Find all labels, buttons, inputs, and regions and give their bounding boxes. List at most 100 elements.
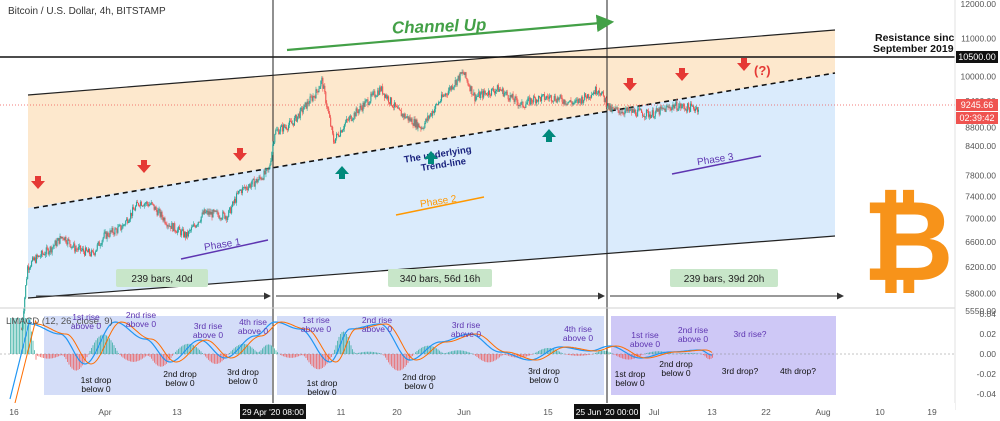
macd-histogram-bar: [649, 352, 650, 354]
candle-body: [158, 209, 160, 211]
candle-body: [451, 85, 453, 90]
candle-body: [52, 246, 54, 248]
macd-histogram-bar: [55, 354, 56, 358]
macd-histogram-bar: [305, 354, 307, 359]
candle-body: [530, 98, 532, 105]
candle-body: [86, 250, 89, 253]
down-arrow-icon: [675, 68, 689, 81]
candle-body: [637, 109, 639, 117]
macd-histogram-bar: [107, 336, 109, 354]
candle-body: [325, 91, 327, 103]
candle-body: [368, 103, 370, 106]
macd-histogram-bar: [599, 351, 601, 354]
candle-body: [408, 117, 410, 121]
macd-histogram-bar: [428, 345, 430, 354]
candle-body: [412, 124, 414, 126]
candle-body: [590, 97, 592, 99]
macd-histogram-bar: [400, 354, 401, 371]
candle-body: [154, 206, 156, 210]
macd-histogram-bar: [11, 318, 13, 354]
candle-body: [176, 232, 178, 234]
candle-body: [387, 96, 390, 103]
macd-histogram-bar: [76, 354, 77, 371]
macd-histogram-bar: [362, 352, 364, 354]
macd-histogram-bar: [121, 354, 122, 357]
macd-histogram-bar: [653, 351, 655, 354]
candle-body: [517, 102, 519, 106]
candle-body: [454, 80, 456, 86]
candle-body: [477, 95, 479, 97]
macd-histogram-bar: [304, 354, 305, 357]
macd-histogram-bar: [670, 353, 671, 354]
candle-body: [487, 94, 489, 96]
macd-histogram-bar: [299, 354, 301, 356]
macd-histogram-bar: [359, 352, 361, 354]
candle-body: [242, 187, 244, 188]
candle-body: [327, 106, 329, 109]
macd-histogram-bar: [44, 354, 46, 359]
candle-body: [642, 116, 645, 117]
macd-histogram-bar: [566, 354, 568, 355]
macd-histogram-bar: [358, 352, 359, 354]
macd-histogram-bar: [157, 354, 158, 366]
macd-histogram-bar: [95, 340, 97, 354]
candle-body: [398, 107, 400, 110]
time-tick-label: 19: [927, 407, 937, 417]
candle-body: [595, 86, 597, 94]
macd-histogram-bar: [226, 354, 227, 357]
candle-body: [168, 225, 170, 227]
macd-histogram-bar: [28, 318, 29, 354]
candle-body: [35, 255, 38, 263]
macd-histogram-bar: [535, 352, 536, 354]
macd-histogram-bar: [272, 346, 274, 354]
candle-body: [506, 91, 508, 96]
macd-histogram-bar: [584, 354, 586, 356]
macd-histogram-bar: [254, 350, 256, 354]
macd-histogram-bar: [344, 332, 346, 354]
candle-body: [440, 94, 443, 101]
candle-body: [112, 228, 114, 234]
candle-body: [550, 95, 552, 102]
macd-histogram-bar: [682, 353, 683, 354]
candle-body: [148, 204, 150, 207]
macd-annotation-rise1_p2: 1st rise above 0: [301, 315, 332, 334]
candle-body: [621, 111, 623, 114]
candle-body: [537, 99, 539, 102]
candle-body: [587, 94, 589, 99]
candle-body: [619, 112, 621, 114]
candle-body: [560, 95, 562, 98]
candle-body: [426, 118, 428, 121]
candle-body: [628, 107, 630, 112]
macd-histogram-bar: [377, 352, 379, 354]
candle-body: [559, 95, 561, 98]
macd-histogram-bar: [119, 354, 121, 356]
macd-histogram-bar: [148, 354, 149, 356]
candle-body: [608, 103, 610, 110]
candle-body: [225, 216, 227, 219]
macd-histogram-bar: [466, 351, 467, 354]
candle-body: [567, 101, 569, 105]
candle-body: [361, 107, 363, 111]
macd-histogram-bar: [389, 354, 391, 365]
macd-histogram-bar: [200, 351, 202, 354]
candle-body: [336, 133, 339, 135]
candle-body: [397, 107, 399, 109]
candle-body: [575, 100, 577, 102]
time-tick-label: 29 Apr '20 08:00: [242, 407, 304, 417]
macd-histogram-bar: [307, 354, 308, 361]
macd-annotation-rise1_p3: 1st rise above 0: [630, 330, 661, 349]
macd-histogram-bar: [392, 354, 394, 368]
macd-histogram-bar: [697, 353, 698, 354]
macd-histogram-bar: [259, 351, 260, 354]
macd-histogram-bar: [122, 354, 124, 358]
candle-body: [163, 217, 165, 221]
macd-histogram-bar: [527, 354, 529, 357]
candle-body: [236, 193, 239, 195]
macd-histogram-bar: [368, 351, 370, 354]
price-tick-label: 11000.00: [961, 34, 996, 44]
candle-body: [277, 129, 279, 131]
macd-histogram-bar: [617, 354, 619, 357]
macd-histogram-bar: [703, 354, 704, 356]
candle-body: [593, 92, 596, 94]
macd-histogram-bar: [560, 352, 562, 354]
